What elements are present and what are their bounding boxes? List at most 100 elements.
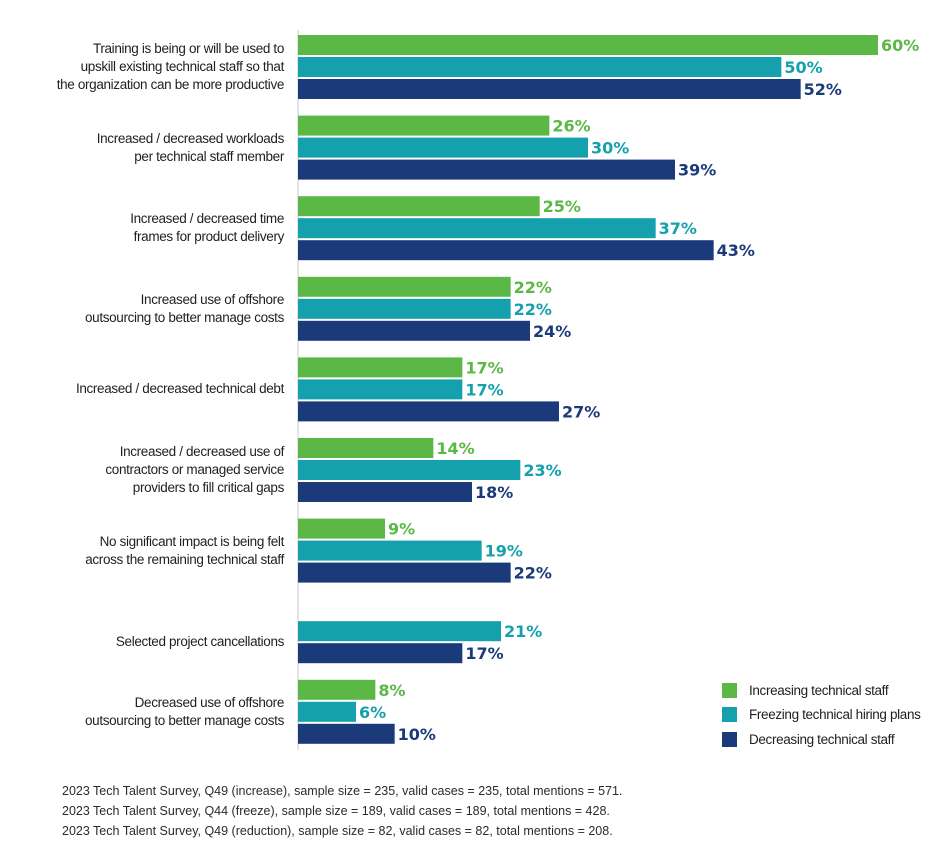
bar-group-1: 60% 50% 52% — [298, 35, 919, 99]
category-label-9: Decreased use of offshore outsourcing to … — [24, 694, 284, 730]
legend-label-increasing: Increasing technical staff — [749, 682, 889, 698]
value-label-decreasing-technical-staff-4: 24% — [533, 322, 571, 341]
value-label-decreasing-technical-staff-1: 52% — [804, 80, 842, 99]
bar-group-7: 9% 19% 22% — [298, 518, 552, 583]
bar-decreasing-technical-staff-3 — [298, 240, 714, 261]
bar-freezing-technical-hiring-plans-7 — [298, 540, 482, 561]
category-label-line: Increased / decreased time — [130, 211, 284, 227]
bar-group-6: 14% 23% 18% — [298, 438, 562, 502]
bar-freezing-technical-hiring-plans-1 — [298, 57, 782, 77]
category-label-4: Increased use of offshore outsourcing to … — [24, 291, 284, 327]
legend-swatch-freezing — [722, 707, 737, 723]
value-label-freezing-technical-hiring-plans-7: 19% — [485, 542, 523, 561]
legend-item-decreasing: Decreasing technical staff — [722, 727, 921, 752]
category-label-line: Selected project cancellations — [115, 634, 284, 650]
bar-group-3: 25% 37% 43% — [298, 196, 755, 261]
bar-freezing-technical-hiring-plans-6 — [298, 460, 521, 480]
value-label-freezing-technical-hiring-plans-2: 30% — [591, 139, 629, 158]
bar-group-2: 26%30% 39% — [298, 115, 716, 180]
category-label-line: Increased / decreased workloads — [96, 130, 285, 146]
bar-decreasing-technical-staff-8 — [298, 643, 463, 664]
category-label-line: providers to fill critical gaps — [132, 480, 285, 495]
bar-increasing-technical-staff-2 — [298, 115, 550, 136]
legend-item-increasing: Increasing technical staff — [722, 678, 921, 703]
value-label-decreasing-technical-staff-7: 22% — [514, 564, 552, 583]
legend-swatch-increasing — [722, 682, 737, 698]
value-label-increasing-technical-staff-1: 60% — [881, 36, 919, 55]
category-label-7: No significant impact is being felt acros… — [24, 533, 284, 569]
value-label-increasing-technical-staff-2: 26% — [552, 117, 590, 136]
value-label-increasing-technical-staff-4: 22% — [514, 278, 552, 297]
value-label-increasing-technical-staff-9: 8% — [378, 681, 405, 700]
bar-freezing-technical-hiring-plans-9 — [298, 701, 356, 722]
legend-item-freezing: Freezing technical hiring plans — [722, 703, 921, 728]
bar-freezing-technical-hiring-plans-8 — [298, 621, 501, 642]
legend-label-decreasing: Decreasing technical staff — [749, 731, 895, 747]
value-label-freezing-technical-hiring-plans-1: 50% — [784, 58, 822, 77]
category-label-3: Increased / decreased time frames for pro… — [24, 210, 284, 246]
bar-decreasing-technical-staff-1 — [298, 79, 801, 99]
footnote-increase: 2023 Tech Talent Survey, Q49 (increase),… — [62, 784, 623, 798]
bar-group-5: 17% 17% 27% — [298, 357, 600, 422]
bar-increasing-technical-staff-7 — [298, 518, 385, 539]
category-label-line: contractors or managed service — [105, 462, 284, 477]
category-label-line: Training is being or will be used to — [92, 41, 284, 56]
legend-label-freezing: Freezing technical hiring plans — [749, 707, 921, 723]
bar-group-9: 8% 6% 10% — [298, 679, 436, 744]
value-label-increasing-technical-staff-6: 14% — [436, 439, 474, 458]
category-label-line: per technical staff member — [134, 148, 284, 164]
bar-increasing-technical-staff-4 — [298, 276, 511, 297]
value-label-freezing-technical-hiring-plans-8: 21% — [504, 622, 542, 641]
category-label-line: upskill existing technical staff so that — [80, 59, 285, 74]
value-label-increasing-technical-staff-7: 9% — [388, 520, 415, 539]
legend-swatch-decreasing — [722, 731, 737, 747]
category-label-line: frames for product delivery — [133, 229, 285, 245]
value-label-decreasing-technical-staff-6: 18% — [475, 483, 513, 502]
category-label-line: outsourcing to better manage costs — [85, 309, 284, 325]
value-label-freezing-technical-hiring-plans-6: 23% — [523, 461, 561, 480]
bar-increasing-technical-staff-9 — [298, 679, 376, 700]
bar-freezing-technical-hiring-plans-4 — [298, 298, 511, 319]
value-label-freezing-technical-hiring-plans-3: 37% — [659, 219, 697, 238]
category-label-line: the organization can be more productive — [56, 77, 285, 92]
category-label-5: Increased / decreased technical debt — [24, 380, 284, 398]
category-label-8: Selected project cancellations — [24, 633, 284, 651]
category-label-line: No significant impact is being felt — [99, 533, 285, 549]
bar-decreasing-technical-staff-9 — [298, 723, 395, 744]
value-label-increasing-technical-staff-5: 17% — [465, 358, 503, 377]
value-label-freezing-technical-hiring-plans-5: 17% — [465, 380, 503, 399]
bar-decreasing-technical-staff-7 — [298, 562, 511, 583]
legend: Increasing technical staff Freezing tech… — [722, 678, 921, 752]
value-label-decreasing-technical-staff-9: 10% — [398, 725, 436, 744]
value-label-decreasing-technical-staff-3: 43% — [717, 241, 755, 260]
bar-increasing-technical-staff-6 — [298, 438, 434, 458]
bar-group-4: 22% 22% 24% — [298, 276, 571, 341]
bar-increasing-technical-staff-1 — [298, 35, 878, 55]
category-label-line: across the remaining technical staff — [85, 551, 284, 567]
bar-freezing-technical-hiring-plans-5 — [298, 379, 463, 400]
bar-decreasing-technical-staff-4 — [298, 320, 530, 341]
value-label-decreasing-technical-staff-5: 27% — [562, 402, 600, 421]
category-label-6: Increased / decreased use of contractors … — [24, 443, 284, 497]
value-label-increasing-technical-staff-3: 25% — [543, 197, 581, 216]
category-label-line: Decreased use of offshore — [134, 694, 285, 710]
bar-freezing-technical-hiring-plans-2 — [298, 137, 588, 158]
category-label-line: outsourcing to better manage costs — [85, 712, 284, 728]
bar-increasing-technical-staff-5 — [298, 357, 463, 378]
value-label-decreasing-technical-staff-2: 39% — [678, 161, 716, 180]
value-label-decreasing-technical-staff-8: 17% — [465, 644, 503, 663]
bar-decreasing-technical-staff-6 — [298, 482, 472, 502]
value-label-freezing-technical-hiring-plans-9: 6% — [359, 703, 386, 722]
bar-decreasing-technical-staff-5 — [298, 401, 559, 422]
value-label-freezing-technical-hiring-plans-4: 22% — [514, 300, 552, 319]
footnotes: 2023 Tech Talent Survey, Q49 (increase),… — [62, 781, 622, 841]
bar-freezing-technical-hiring-plans-3 — [298, 218, 656, 239]
bar-increasing-technical-staff-3 — [298, 196, 540, 217]
category-label-line: Increased / decreased use of — [119, 444, 285, 459]
footnote-freeze: 2023 Tech Talent Survey, Q44 (freeze), s… — [62, 804, 610, 818]
category-label-line: Increased / decreased technical debt — [75, 381, 284, 397]
category-label-1: Training is being or will be used to upsk… — [24, 40, 285, 94]
footnote-reduction: 2023 Tech Talent Survey, Q49 (reduction)… — [62, 824, 613, 838]
bar-decreasing-technical-staff-2 — [298, 159, 675, 180]
